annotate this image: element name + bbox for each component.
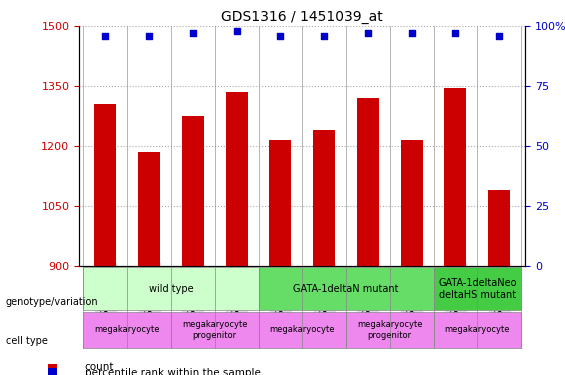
- Bar: [488, 190, 510, 266]
- Text: megakaryocyte: megakaryocyte: [270, 326, 335, 334]
- Point: [407, 30, 416, 36]
- Bar: [182, 116, 204, 266]
- Text: genotype/variation: genotype/variation: [6, 297, 98, 307]
- Point: [363, 30, 372, 36]
- Text: megakaryocyte: megakaryocyte: [94, 326, 160, 334]
- Bar: [138, 152, 160, 266]
- FancyBboxPatch shape: [259, 267, 433, 310]
- Point: [232, 28, 241, 34]
- FancyBboxPatch shape: [346, 312, 433, 348]
- Text: percentile rank within the sample: percentile rank within the sample: [85, 368, 260, 375]
- Text: megakaryocyte
progenitor: megakaryocyte progenitor: [182, 320, 247, 340]
- Point: [495, 33, 504, 39]
- FancyBboxPatch shape: [84, 312, 171, 348]
- Text: GATA-1deltaN mutant: GATA-1deltaN mutant: [293, 284, 399, 294]
- Point: [101, 33, 110, 39]
- Bar: [270, 140, 292, 266]
- Bar: [94, 104, 116, 266]
- Text: megakaryocyte
progenitor: megakaryocyte progenitor: [357, 320, 423, 340]
- FancyBboxPatch shape: [433, 312, 521, 348]
- Text: count: count: [85, 362, 114, 372]
- Point: [145, 33, 154, 39]
- Bar: [445, 88, 466, 266]
- Point: [320, 33, 329, 39]
- Bar: [48, 368, 57, 375]
- Title: GDS1316 / 1451039_at: GDS1316 / 1451039_at: [221, 10, 383, 24]
- FancyBboxPatch shape: [171, 312, 259, 348]
- FancyBboxPatch shape: [259, 312, 346, 348]
- Bar: [48, 364, 57, 370]
- Bar: [401, 140, 423, 266]
- Bar: [357, 98, 379, 266]
- Point: [188, 30, 197, 36]
- Text: cell type: cell type: [6, 336, 47, 346]
- Point: [451, 30, 460, 36]
- Bar: [225, 92, 247, 266]
- Bar: [313, 130, 335, 266]
- FancyBboxPatch shape: [84, 267, 259, 310]
- Text: megakaryocyte: megakaryocyte: [445, 326, 510, 334]
- Point: [276, 33, 285, 39]
- Text: GATA-1deltaNeo
deltaHS mutant: GATA-1deltaNeo deltaHS mutant: [438, 278, 516, 300]
- FancyBboxPatch shape: [433, 267, 521, 310]
- Text: wild type: wild type: [149, 284, 193, 294]
